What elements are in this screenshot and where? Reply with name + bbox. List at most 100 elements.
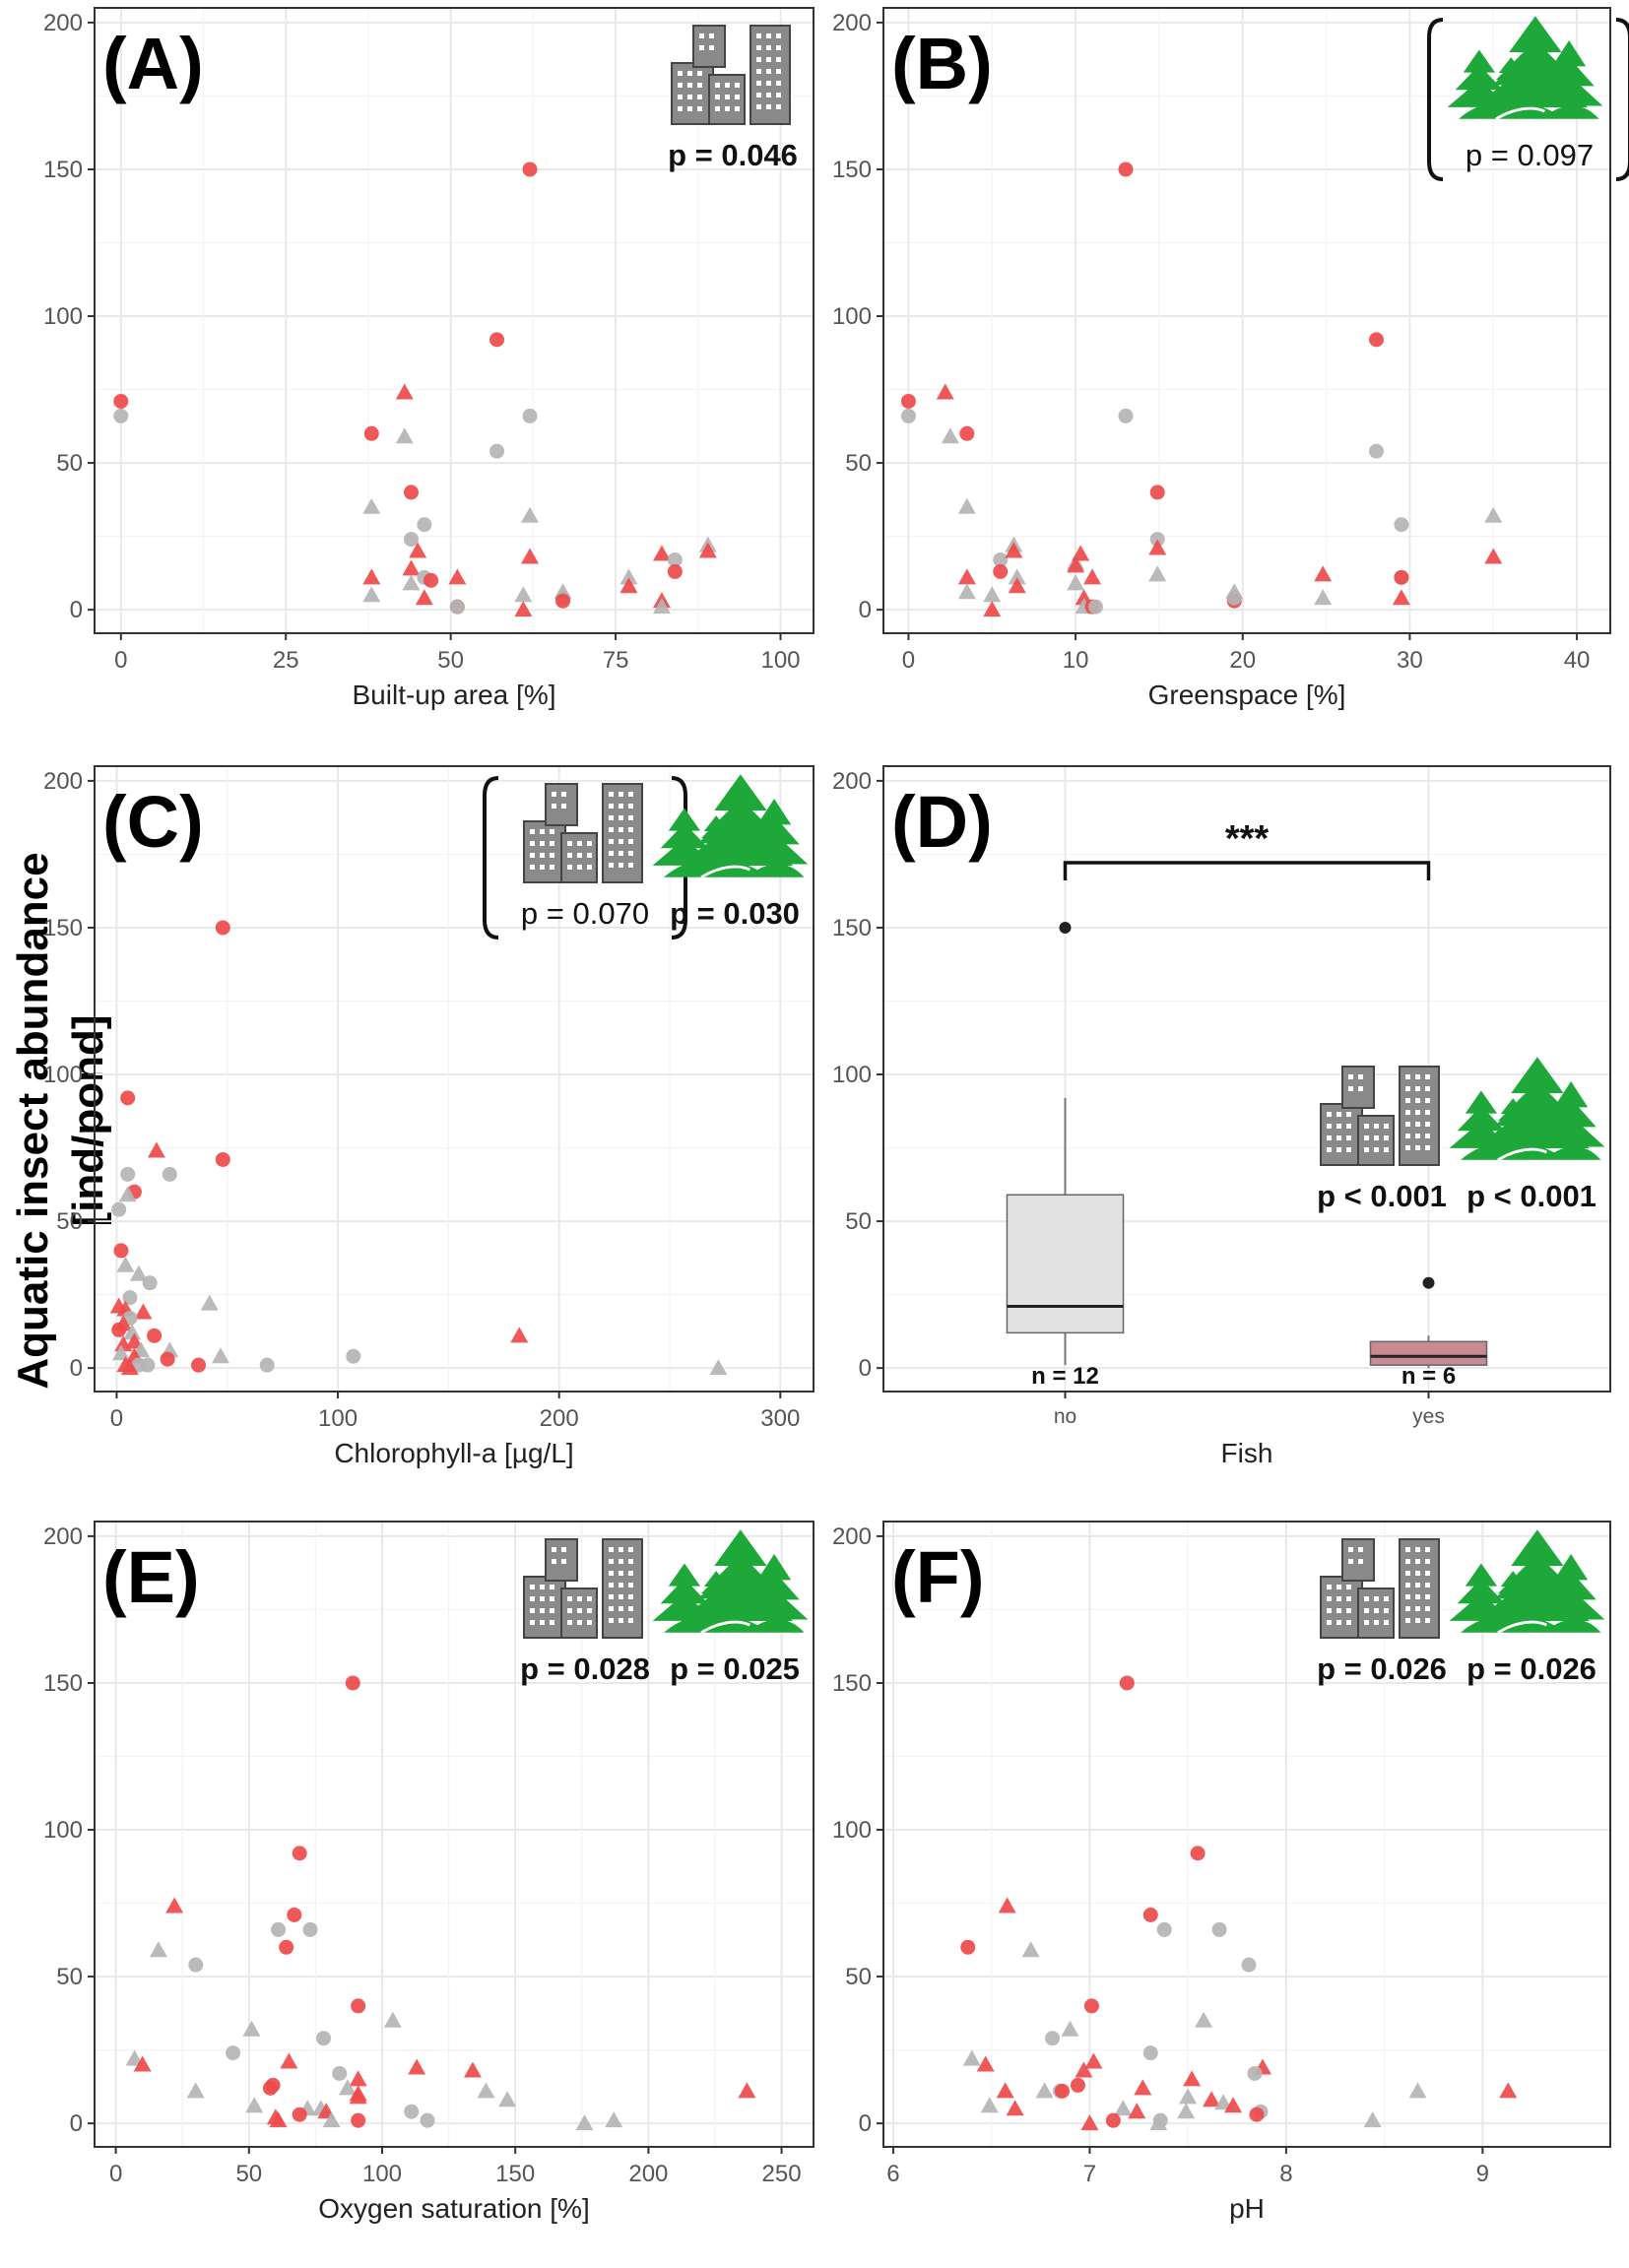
data-point-circle — [959, 425, 975, 441]
data-point-triangle — [448, 568, 467, 585]
data-point-circle — [215, 920, 230, 936]
panel-label: (A) — [102, 23, 204, 104]
panel-a: 0 50 100 150 200 0 25 50 75 100 Built-up area [%] (… — [43, 7, 814, 710]
x-tick-label: 250 — [762, 2161, 802, 2187]
data-point-triangle — [134, 1303, 153, 1320]
p-value-label: p = 0.030 — [670, 896, 800, 931]
data-point-circle — [1190, 1846, 1205, 1861]
data-point-triangle — [1075, 2061, 1093, 2078]
x-axis-label: pH — [1229, 2193, 1265, 2224]
panel-frame — [882, 765, 1611, 1393]
y-tick-label: 50 — [56, 450, 83, 477]
data-point-circle — [122, 1290, 138, 1306]
data-point-circle — [404, 2104, 420, 2119]
data-point-circle — [1087, 599, 1103, 615]
x-axis-label: Fish — [1221, 1438, 1273, 1468]
data-point-triangle — [120, 1359, 139, 1376]
data-point-circle — [120, 1090, 136, 1106]
data-point-triangle — [322, 2111, 341, 2128]
data-point-circle — [142, 1275, 158, 1291]
x-tick-label: 25 — [273, 647, 299, 674]
panel-frame — [882, 7, 1611, 634]
x-tick-label: 50 — [437, 647, 464, 674]
data-point-triangle — [1008, 577, 1026, 594]
data-point-circle — [1226, 590, 1242, 606]
y-tick-label: 200 — [43, 768, 83, 795]
data-point-circle — [215, 1151, 230, 1167]
data-point-circle — [332, 2065, 348, 2081]
data-point-triangle — [1392, 589, 1410, 606]
data-point-circle — [667, 551, 683, 567]
y-tick-label: 200 — [43, 1523, 83, 1550]
data-point-circle — [302, 1921, 318, 1937]
box-yes — [1369, 1340, 1488, 1366]
y-tick-label: 150 — [832, 915, 872, 941]
data-point-circle — [489, 332, 505, 348]
data-point-circle — [1105, 2112, 1121, 2128]
data-point-triangle — [1128, 2103, 1146, 2119]
data-point-circle — [292, 1846, 307, 1861]
buildings-icon — [523, 1538, 643, 1639]
data-point-triangle — [1114, 2100, 1133, 2116]
data-point-circle — [1118, 408, 1134, 423]
data-point-circle — [555, 593, 571, 609]
y-tick-label: 100 — [832, 1062, 872, 1088]
data-point-circle — [188, 1957, 204, 1973]
buildings-icon — [671, 25, 791, 125]
data-point-circle — [316, 2031, 332, 2046]
data-point-triangle — [1083, 568, 1102, 585]
data-point-triangle — [1183, 2070, 1202, 2087]
p-value-label: p = 0.046 — [668, 138, 798, 172]
y-tick-label: 50 — [845, 450, 872, 477]
trees-icon — [1449, 1057, 1605, 1162]
data-point-circle — [113, 408, 129, 423]
y-tick-label: 150 — [832, 157, 872, 183]
data-point-triangle — [269, 2111, 288, 2128]
data-point-triangle — [1224, 2097, 1243, 2113]
data-point-triangle — [941, 427, 959, 444]
x-tick-label: 6 — [886, 2161, 899, 2187]
y-tick-label: 50 — [56, 1208, 83, 1235]
data-point-triangle — [1008, 568, 1026, 585]
data-point-circle — [191, 1357, 207, 1373]
data-point-triangle — [996, 2082, 1014, 2099]
buildings-icon — [1320, 1538, 1440, 1639]
data-point-circle — [1142, 2045, 1158, 2061]
data-point-triangle — [521, 506, 540, 523]
data-point-triangle — [619, 568, 638, 585]
data-point-triangle — [245, 2097, 264, 2113]
panel-frame — [94, 765, 814, 1393]
data-point-circle — [1394, 569, 1409, 585]
p-value-label: p < 0.001 — [1466, 1179, 1596, 1213]
data-point-triangle — [957, 568, 976, 585]
data-point-circle — [522, 162, 538, 177]
data-point-circle — [111, 1201, 127, 1217]
data-point-triangle — [349, 2070, 367, 2087]
data-point-triangle — [998, 1897, 1016, 1913]
data-point-circle — [1249, 2106, 1265, 2122]
x-tick-label: 50 — [235, 2161, 262, 2187]
data-point-circle — [993, 563, 1009, 579]
trees-icon — [652, 1529, 809, 1635]
y-tick-label: 100 — [43, 1817, 83, 1844]
data-point-triangle — [1484, 548, 1503, 564]
data-point-triangle — [186, 2082, 205, 2099]
data-point-triangle — [125, 1332, 144, 1349]
data-point-triangle — [129, 1264, 148, 1281]
data-point-circle — [900, 408, 916, 423]
y-tick-label: 150 — [43, 1670, 83, 1697]
panel-e: 0 50 100 150 200 0 50 100 150 200 250 Oxygen satura… — [43, 1521, 814, 2224]
data-point-circle — [1070, 2077, 1085, 2093]
annotation-greenspace: p = 0.097 — [1427, 16, 1629, 181]
data-point-triangle — [123, 1324, 142, 1340]
data-point-triangle — [1061, 2020, 1079, 2037]
x-tick-label: 30 — [1397, 647, 1423, 674]
data-point-triangle — [1149, 2114, 1168, 2131]
data-point-triangle — [514, 601, 533, 617]
y-tick-label: 200 — [43, 10, 83, 36]
data-point-triangle — [1067, 574, 1085, 591]
data-point-circle — [113, 1243, 129, 1259]
data-point-circle — [1118, 162, 1134, 177]
bracket-left — [1427, 18, 1444, 181]
